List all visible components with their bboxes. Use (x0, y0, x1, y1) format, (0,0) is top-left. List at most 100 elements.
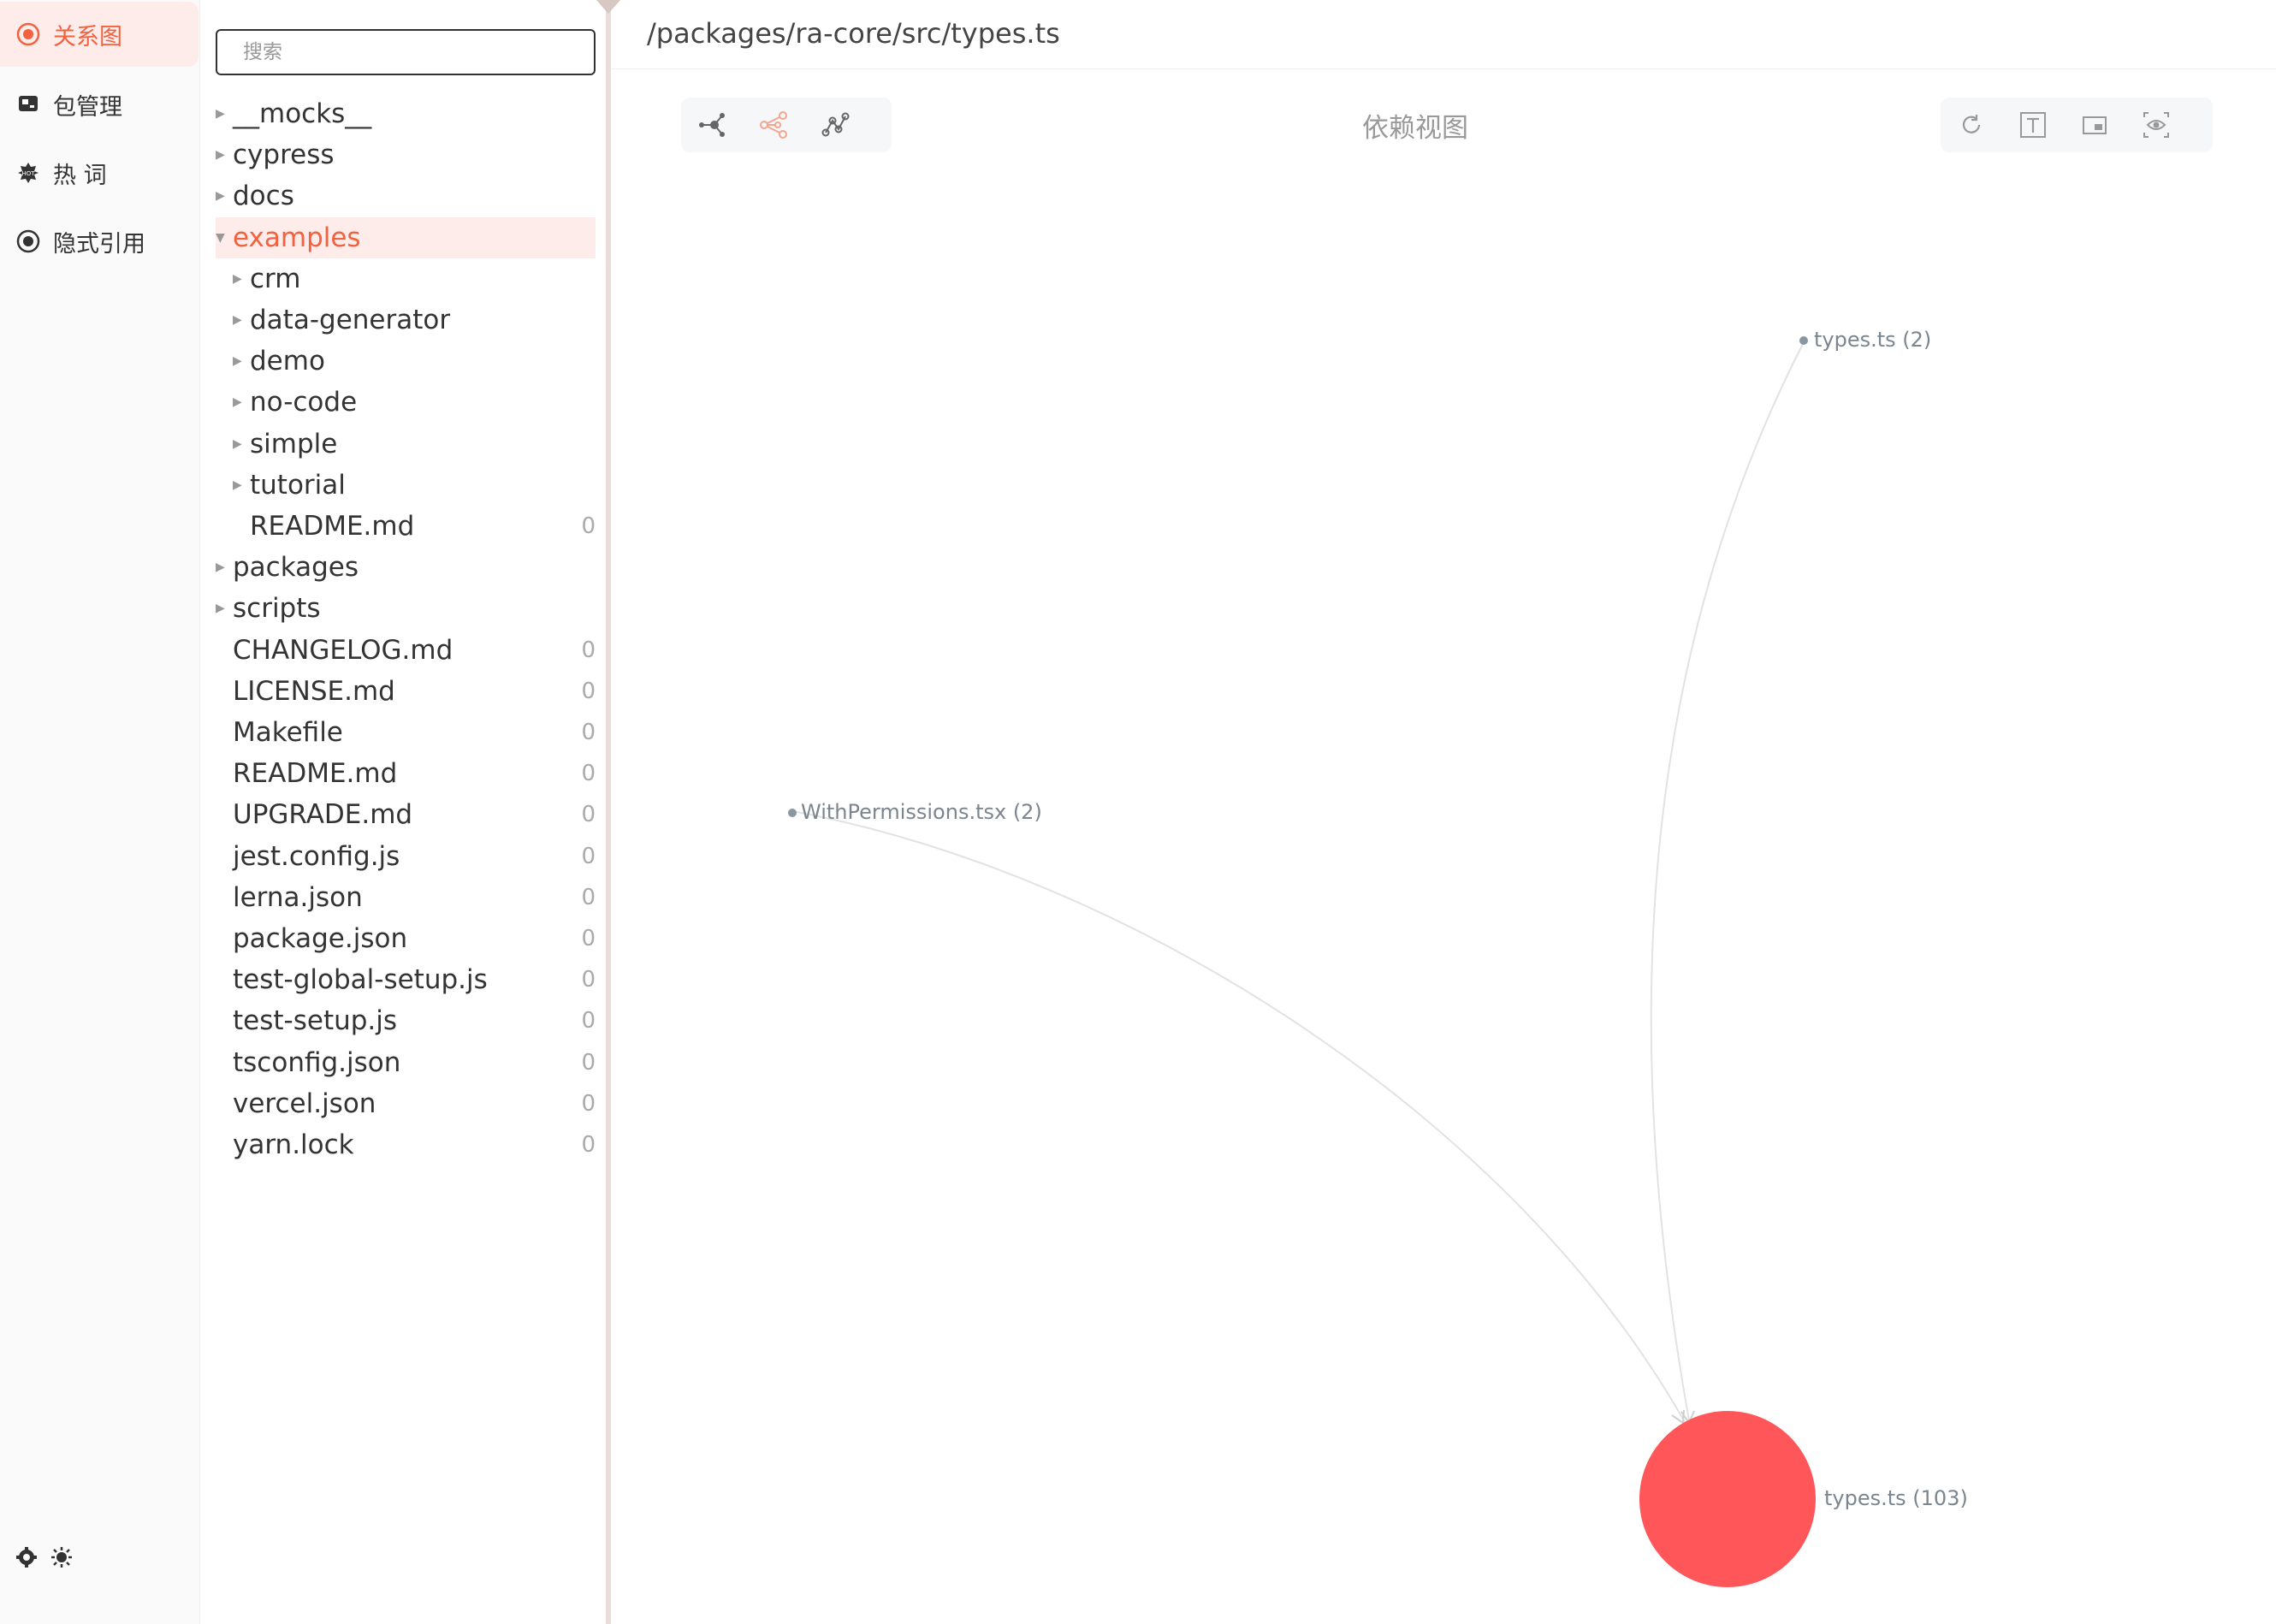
tree-row-count: 0 (581, 843, 596, 869)
tree-row[interactable]: UPGRADE.md 0 (216, 794, 596, 835)
path-layout-button[interactable] (804, 98, 866, 152)
nav-item-package[interactable]: 包管理 (0, 72, 200, 137)
tree-layout-button[interactable] (743, 98, 804, 152)
action-toolbar (1941, 98, 2213, 152)
tree-row-name: docs (233, 181, 294, 212)
preview-button[interactable] (2125, 98, 2187, 152)
left-nav: 关系图 包管理 HOT 热 词 隐式引用 (0, 0, 200, 1624)
theme-icon[interactable] (50, 1545, 74, 1573)
tree-layout-icon (760, 111, 787, 139)
tree-row-count: 0 (581, 1132, 596, 1158)
caret-right-icon[interactable]: ▶ (233, 477, 242, 492)
text-icon (2020, 112, 2046, 138)
text-toggle-button[interactable] (2002, 98, 2064, 152)
graph-node-withpermissions[interactable] (788, 809, 797, 817)
tree-row-count: 0 (581, 761, 596, 787)
tree-row[interactable]: vercel.json 0 (216, 1083, 596, 1124)
tree-row-name: cypress (233, 139, 335, 171)
tree-row[interactable]: ▶ no-code (216, 382, 596, 423)
nav-item-label: 热 词 (53, 162, 107, 189)
tree-row-name: lerna.json (233, 881, 363, 913)
tree-row[interactable]: README.md 0 (216, 506, 596, 547)
tree-row[interactable]: ▶ docs (216, 175, 596, 216)
tree-row-count: 0 (581, 720, 596, 745)
caret-right-icon[interactable]: ▶ (233, 436, 242, 451)
nav-item-implicit-ref[interactable]: 隐式引用 (0, 209, 200, 274)
refresh-icon (1962, 115, 1981, 133)
tree-row-name: test-global-setup.js (233, 964, 488, 996)
tree-row[interactable]: test-setup.js 0 (216, 1000, 596, 1041)
tree-row-name: README.md (250, 511, 415, 542)
refresh-button[interactable] (1941, 98, 2002, 152)
caret-right-icon[interactable]: ▶ (233, 395, 242, 410)
tree-row[interactable]: ▶ demo (216, 341, 596, 382)
caret-right-icon[interactable]: ▶ (216, 560, 225, 575)
caret-right-icon[interactable]: ▶ (216, 107, 225, 121)
tree-row-name: scripts (233, 593, 321, 625)
tree-row[interactable]: ▶ simple (216, 424, 596, 465)
tree-row-name: test-setup.js (233, 1005, 398, 1037)
caret-right-icon[interactable]: ▶ (216, 602, 225, 616)
tree-row[interactable]: CHANGELOG.md 0 (216, 630, 596, 671)
tree-row-name: no-code (250, 387, 358, 418)
file-tree-panel: ▶ __mocks__ ▶ cypress ▶ docs ▼ examples ▶ crm ▶ dat… (200, 0, 609, 1624)
dependency-graph[interactable] (611, 0, 2276, 1624)
eye-icon (2143, 112, 2169, 138)
force-layout-button[interactable] (681, 98, 743, 152)
nav-item-label: 隐式引用 (53, 230, 145, 258)
tree-row[interactable]: Makefile 0 (216, 712, 596, 753)
graph-edge (1650, 341, 1805, 1421)
tree-row[interactable]: ▶ tutorial (216, 465, 596, 506)
tree-row[interactable]: ▼ examples (216, 216, 596, 258)
search-input[interactable] (216, 29, 596, 75)
tree-row-name: LICENSE.md (233, 675, 395, 707)
export-image-button[interactable] (2064, 98, 2125, 152)
nav-bottom-bar (15, 1545, 74, 1573)
tree-row-count: 0 (581, 637, 596, 663)
layout-toolbar (681, 98, 892, 152)
graph-edge (791, 810, 1686, 1423)
tree-row-name: package.json (233, 923, 408, 954)
view-title: 依赖视图 (1362, 113, 1468, 144)
caret-right-icon[interactable]: ▶ (233, 354, 242, 369)
tree-row[interactable]: ▶ crm (216, 258, 596, 299)
caret-right-icon[interactable]: ▶ (233, 313, 242, 327)
tree-row-name: CHANGELOG.md (233, 634, 453, 666)
settings-icon[interactable] (15, 1546, 38, 1572)
tree-row[interactable]: ▶ cypress (216, 134, 596, 175)
tree-row[interactable]: test-global-setup.js 0 (216, 959, 596, 1000)
tree-row[interactable]: ▶ packages (216, 547, 596, 588)
caret-right-icon[interactable]: ▶ (233, 271, 242, 286)
graph-node-types-small[interactable] (1799, 336, 1808, 345)
tree-row[interactable]: yarn.lock 0 (216, 1124, 596, 1165)
caret-right-icon[interactable]: ▶ (216, 189, 225, 204)
nav-item-hot-words[interactable]: HOT 热 词 (0, 140, 200, 205)
tree-row-name: data-generator (250, 305, 451, 335)
caret-down-icon[interactable]: ▼ (216, 230, 225, 245)
tree-row-count: 0 (581, 1049, 596, 1076)
tree-row-name: tsconfig.json (233, 1046, 401, 1078)
panel-splitter[interactable] (606, 0, 611, 1624)
image-icon (2083, 116, 2107, 134)
path-layout-icon (821, 112, 850, 137)
tree-row[interactable]: lerna.json 0 (216, 877, 596, 918)
nav-item-label: 关系图 (53, 23, 122, 50)
tree-row-name: README.md (233, 758, 398, 790)
caret-right-icon[interactable]: ▶ (216, 148, 225, 163)
nav-item-graph[interactable]: 关系图 (0, 2, 199, 67)
tree-row-name: yarn.lock (233, 1129, 354, 1160)
tree-row[interactable]: LICENSE.md 0 (216, 671, 596, 712)
collapse-handle-icon[interactable] (596, 0, 620, 14)
tree-row[interactable]: package.json 0 (216, 918, 596, 959)
tree-row[interactable]: README.md 0 (216, 753, 596, 794)
tree-row[interactable]: tsconfig.json 0 (216, 1042, 596, 1083)
tree-row[interactable]: jest.config.js 0 (216, 836, 596, 877)
tree-row[interactable]: ▶ __mocks__ (216, 93, 596, 134)
tree-row[interactable]: ▶ data-generator (216, 299, 596, 341)
graph-node-types-main[interactable] (1639, 1411, 1816, 1587)
file-path-title: /packages/ra-core/src/types.ts (647, 17, 1060, 50)
tree-row-count: 0 (581, 1090, 596, 1117)
tree-row[interactable]: ▶ scripts (216, 588, 596, 629)
tree-row-count: 0 (581, 926, 596, 951)
tree-row-name: Makefile (233, 717, 343, 748)
